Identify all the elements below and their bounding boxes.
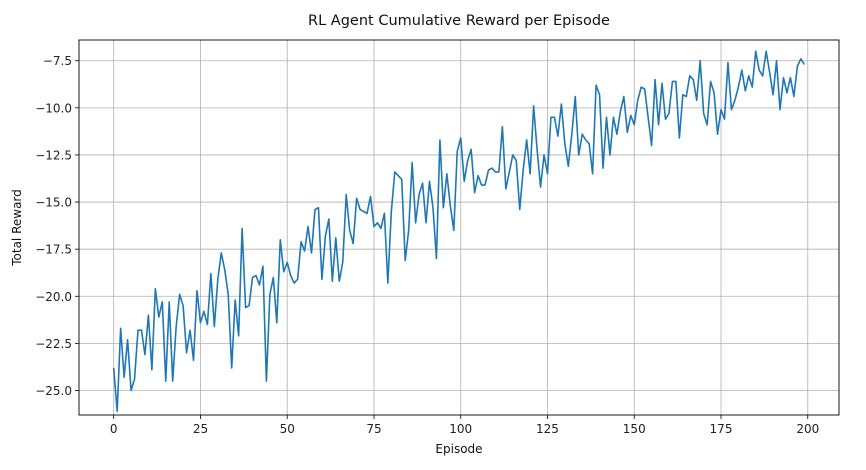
y-tick-label: −15.0 xyxy=(35,196,72,210)
y-tick-label: −25.0 xyxy=(35,384,72,398)
x-tick-label: 200 xyxy=(796,422,819,436)
chart-title: RL Agent Cumulative Reward per Episode xyxy=(308,13,610,29)
x-axis-ticks: 0 25 50 75 100 125 150 175 200 xyxy=(110,415,819,436)
x-tick-label: 75 xyxy=(366,422,381,436)
x-tick-label: 150 xyxy=(623,422,646,436)
x-tick-label: 175 xyxy=(710,422,733,436)
x-tick-label: 100 xyxy=(449,422,472,436)
series-group xyxy=(112,50,805,413)
y-axis-ticks: −25.0 −22.5 −20.0 −17.5 −15.0 −12.5 −10.0 −7.5 xyxy=(35,54,79,398)
y-tick-label: −12.5 xyxy=(35,148,72,162)
x-tick-label: 25 xyxy=(193,422,208,436)
reward-series-line xyxy=(112,50,805,413)
y-tick-label: −22.5 xyxy=(35,337,72,351)
x-axis-label: Episode xyxy=(435,442,482,456)
y-tick-label: −17.5 xyxy=(35,243,72,257)
plot-frame xyxy=(78,39,840,416)
y-tick-label: −7.5 xyxy=(43,54,72,68)
x-tick-label: 50 xyxy=(280,422,295,436)
grid-lines xyxy=(79,40,839,415)
y-tick-label: −10.0 xyxy=(35,101,72,115)
x-tick-label: 125 xyxy=(536,422,559,436)
x-tick-label: 0 xyxy=(110,422,118,436)
y-axis-label: Total Reward xyxy=(10,189,24,267)
y-tick-label: −20.0 xyxy=(35,290,72,304)
